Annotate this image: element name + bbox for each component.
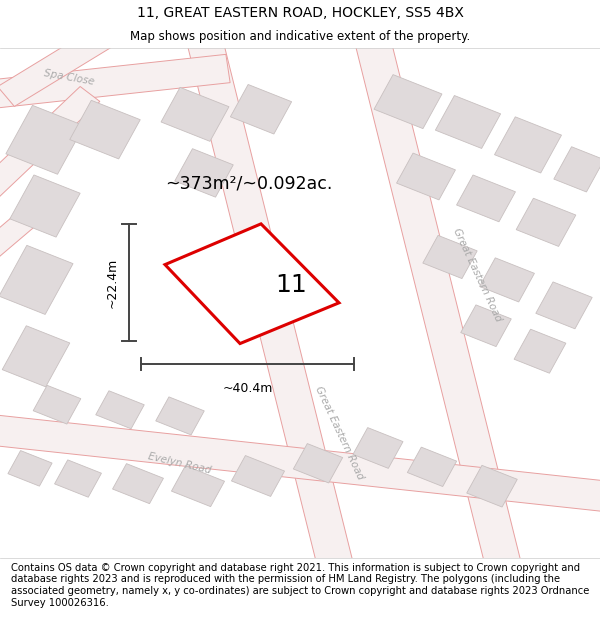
- Polygon shape: [10, 175, 80, 237]
- Text: 11: 11: [275, 273, 307, 297]
- Polygon shape: [6, 106, 84, 174]
- Polygon shape: [161, 88, 229, 141]
- Text: Evelyn Road: Evelyn Road: [148, 451, 212, 476]
- Text: 11, GREAT EASTERN ROAD, HOCKLEY, SS5 4BX: 11, GREAT EASTERN ROAD, HOCKLEY, SS5 4BX: [137, 6, 463, 21]
- Polygon shape: [113, 464, 163, 504]
- Polygon shape: [407, 447, 457, 486]
- Text: Contains OS data © Crown copyright and database right 2021. This information is : Contains OS data © Crown copyright and d…: [11, 563, 589, 608]
- Polygon shape: [172, 466, 224, 507]
- Polygon shape: [165, 224, 339, 344]
- Polygon shape: [55, 460, 101, 498]
- Text: Spa Close: Spa Close: [43, 68, 95, 86]
- Polygon shape: [436, 96, 500, 149]
- Polygon shape: [0, 246, 73, 314]
- Polygon shape: [461, 305, 511, 347]
- Polygon shape: [355, 35, 521, 571]
- Polygon shape: [2, 326, 70, 387]
- Text: Map shows position and indicative extent of the property.: Map shows position and indicative extent…: [130, 29, 470, 42]
- Polygon shape: [0, 54, 230, 111]
- Polygon shape: [516, 198, 576, 246]
- Polygon shape: [33, 386, 81, 424]
- Polygon shape: [0, 184, 68, 259]
- Polygon shape: [467, 466, 517, 507]
- Polygon shape: [175, 149, 233, 197]
- Polygon shape: [514, 329, 566, 373]
- Polygon shape: [96, 391, 144, 429]
- Polygon shape: [374, 74, 442, 129]
- Polygon shape: [423, 236, 477, 279]
- Polygon shape: [156, 397, 204, 435]
- Text: Great Eastern Road: Great Eastern Road: [451, 226, 503, 323]
- Polygon shape: [232, 456, 284, 496]
- Polygon shape: [494, 117, 562, 173]
- Polygon shape: [479, 258, 535, 302]
- Polygon shape: [8, 451, 52, 486]
- Text: ~373m²/~0.092ac.: ~373m²/~0.092ac.: [165, 174, 332, 192]
- Polygon shape: [536, 282, 592, 329]
- Polygon shape: [293, 444, 343, 483]
- Polygon shape: [353, 428, 403, 468]
- Polygon shape: [0, 412, 600, 514]
- Polygon shape: [187, 35, 353, 571]
- Polygon shape: [230, 84, 292, 134]
- Polygon shape: [554, 147, 600, 192]
- Polygon shape: [457, 175, 515, 222]
- Polygon shape: [397, 153, 455, 200]
- Polygon shape: [70, 101, 140, 159]
- Polygon shape: [0, 86, 100, 198]
- Text: Great Eastern Road: Great Eastern Road: [313, 384, 365, 481]
- Text: ~40.4m: ~40.4m: [223, 382, 272, 395]
- Text: ~22.4m: ~22.4m: [105, 258, 118, 308]
- Polygon shape: [0, 28, 110, 106]
